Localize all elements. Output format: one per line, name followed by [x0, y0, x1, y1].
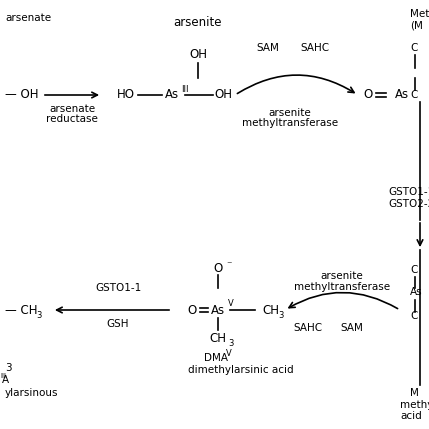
- Text: III: III: [181, 85, 188, 94]
- Text: V: V: [226, 350, 232, 359]
- Text: GSTO1-1: GSTO1-1: [388, 187, 429, 197]
- Text: V: V: [228, 299, 234, 308]
- Text: O: O: [363, 88, 373, 102]
- Text: acid: acid: [400, 411, 422, 421]
- Text: C: C: [410, 265, 417, 275]
- Text: — OH: — OH: [5, 88, 39, 102]
- Text: 3: 3: [36, 311, 41, 320]
- Text: CH: CH: [209, 332, 227, 344]
- Text: arsenate: arsenate: [49, 104, 95, 114]
- Text: OH: OH: [214, 88, 232, 102]
- Text: M: M: [410, 388, 419, 398]
- Text: ⁻: ⁻: [226, 260, 232, 270]
- Text: 3: 3: [5, 363, 12, 373]
- Text: GSTO2-2: GSTO2-2: [388, 199, 429, 209]
- Text: As: As: [410, 287, 423, 297]
- Text: DMA: DMA: [204, 353, 228, 363]
- Text: 3: 3: [278, 311, 284, 320]
- Text: C: C: [410, 43, 417, 53]
- Text: OH: OH: [189, 48, 207, 61]
- Text: 3: 3: [228, 338, 233, 347]
- Text: — CH: — CH: [5, 303, 37, 317]
- Text: As: As: [165, 88, 179, 102]
- Text: (M: (M: [410, 20, 423, 30]
- Text: A: A: [2, 375, 9, 385]
- Text: SAM: SAM: [257, 43, 279, 53]
- Text: SAHC: SAHC: [293, 323, 323, 333]
- Text: SAM: SAM: [341, 323, 363, 333]
- Text: ylarsinous: ylarsinous: [5, 388, 58, 398]
- Text: arsenite: arsenite: [320, 271, 363, 281]
- Text: methyltransferase: methyltransferase: [242, 118, 338, 128]
- Text: As: As: [395, 88, 409, 102]
- Text: As: As: [211, 303, 225, 317]
- Text: CH: CH: [262, 303, 279, 317]
- Text: arsenite: arsenite: [174, 15, 222, 28]
- Text: methyla: methyla: [400, 400, 429, 410]
- Text: O: O: [187, 303, 196, 317]
- Text: arsenate: arsenate: [5, 13, 51, 23]
- Text: arsenite: arsenite: [269, 108, 311, 118]
- Text: reductase: reductase: [46, 114, 98, 124]
- Text: O: O: [213, 262, 223, 275]
- Text: III: III: [0, 373, 6, 379]
- Text: HO: HO: [117, 88, 135, 102]
- Text: Methy: Methy: [410, 9, 429, 19]
- Text: GSH: GSH: [107, 319, 129, 329]
- Text: GSTO1-1: GSTO1-1: [95, 283, 141, 293]
- Text: methyltransferase: methyltransferase: [294, 282, 390, 292]
- Text: C: C: [410, 90, 417, 100]
- Text: dimethylarsinic acid: dimethylarsinic acid: [188, 365, 293, 375]
- Text: C: C: [410, 311, 417, 321]
- Text: SAHC: SAHC: [300, 43, 329, 53]
